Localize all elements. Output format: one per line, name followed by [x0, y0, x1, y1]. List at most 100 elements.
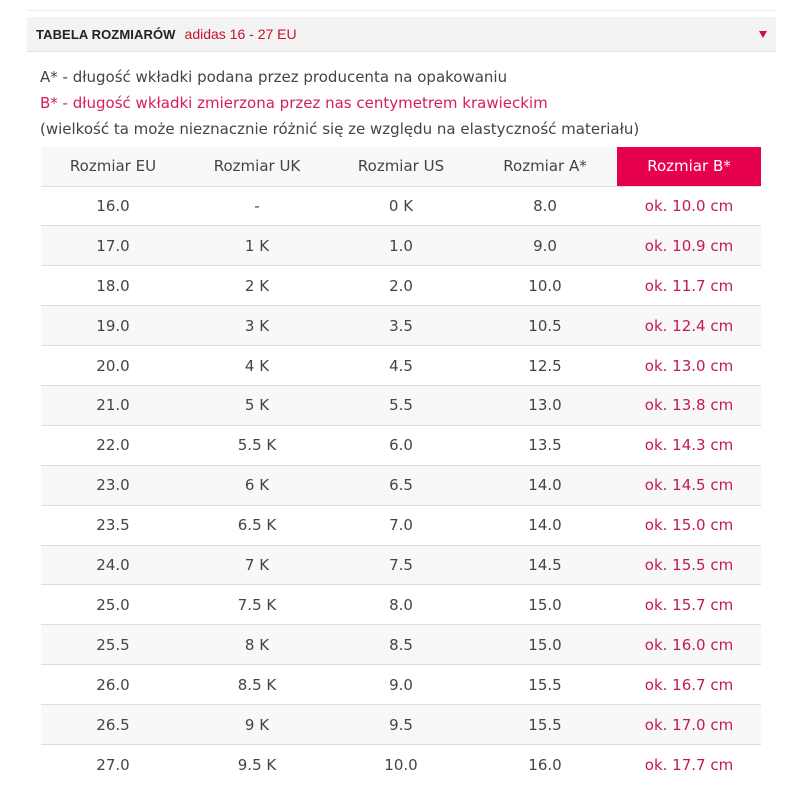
cell-us: 5.5 — [329, 385, 473, 426]
header-us: Rozmiar US — [329, 147, 473, 187]
cell-a: 15.5 — [473, 664, 617, 706]
cell-b: ok. 10.9 cm — [617, 225, 761, 267]
cell-eu: 25.5 — [41, 624, 185, 666]
cell-a: 10.5 — [473, 305, 617, 347]
table-row: 16.0-0 K 8.0 ok. 10.0 cm — [41, 186, 761, 227]
panel-subtitle: adidas 16 - 27 EU — [184, 26, 297, 42]
cell-us: 8.5 — [329, 624, 473, 666]
cell-eu: 22.0 — [41, 425, 185, 466]
cell-b: ok. 13.8 cm — [617, 385, 761, 426]
cell-uk: 6.5 K — [185, 505, 329, 546]
cell-uk: 9 K — [185, 704, 329, 745]
cell-b: ok. 15.7 cm — [617, 584, 761, 626]
note-b: B* - długość wkładki zmierzona przez nas… — [40, 94, 548, 112]
cell-b: ok. 14.5 cm — [617, 465, 761, 506]
cell-eu: 17.0 — [41, 225, 185, 267]
cell-uk: 3 K — [185, 305, 329, 347]
cell-eu: 23.5 — [41, 505, 185, 546]
header-eu: Rozmiar EU — [41, 147, 185, 187]
cell-us: 7.5 — [329, 545, 473, 586]
note-disclaimer: (wielkość ta może nieznacznie różnić się… — [40, 120, 640, 138]
cell-us: 1.0 — [329, 225, 473, 267]
cell-a: 14.0 — [473, 505, 617, 546]
table-row: 17.0 1 K 1.0 9.0 ok. 10.9 cm — [41, 225, 761, 267]
cell-uk: 5.5 K — [185, 425, 329, 466]
cell-eu: 24.0 — [41, 545, 185, 586]
table-header-row: Rozmiar EU Rozmiar UK Rozmiar US Rozmiar… — [41, 147, 761, 187]
table-row: 24.0 7 K 7.5 14.5 ok. 15.5 cm — [41, 545, 761, 586]
cell-b: ok. 16.7 cm — [617, 664, 761, 706]
cell-b: ok. 10.0 cm — [617, 186, 761, 227]
header-b: Rozmiar B* — [617, 147, 761, 187]
cell-us: 4.5 — [329, 345, 473, 386]
cell-a: 15.0 — [473, 584, 617, 626]
cell-b: ok. 15.0 cm — [617, 505, 761, 546]
cell-uk: 5 K — [185, 385, 329, 426]
cell-uk: 8 K — [185, 624, 329, 666]
cell-uk: 9.5 K — [237, 755, 277, 774]
cell-a: 16.0 — [528, 755, 562, 774]
cell-us: 2.0 — [329, 265, 473, 307]
cell-eu: 23.0 — [41, 465, 185, 506]
cell-eu: 16.0 — [41, 186, 185, 227]
cell-us: 9.0 — [329, 664, 473, 706]
cell-us: 3.5 — [329, 305, 473, 347]
note-a: A* - długość wkładki podana przez produc… — [40, 68, 508, 86]
cell-b: ok. 13.0 cm — [617, 345, 761, 386]
table-row: 25.5 8 K 8.5 15.0 ok. 16.0 cm — [41, 624, 761, 666]
table-row: 25.0 7.5 K 8.0 15.0 ok. 15.7 cm — [41, 584, 761, 626]
cell-uk: 7 K — [185, 545, 329, 586]
table-row: 22.0 5.5 K 6.0 13.5 ok. 14.3 cm — [41, 425, 761, 466]
cell-uk: - — [185, 186, 329, 227]
cell-us: 7.0 — [329, 505, 473, 546]
cell-a: 14.0 — [473, 465, 617, 506]
table-row: 20.0 4 K 4.5 12.5 ok. 13.0 cm — [41, 345, 761, 386]
size-notes: A* - długość wkładki podana przez produc… — [40, 64, 780, 142]
cell-b: ok. 15.5 cm — [617, 545, 761, 586]
table-row: 21.0 5 K 5.5 13.0 ok. 13.8 cm — [41, 385, 761, 426]
cell-a: 15.5 — [473, 704, 617, 745]
cell-a: 8.0 — [473, 186, 617, 227]
cell-b: ok. 17.7 cm — [644, 755, 734, 774]
cell-us: 9.5 — [329, 704, 473, 745]
cell-uk: 2 K — [185, 265, 329, 307]
cell-eu: 19.0 — [41, 305, 185, 347]
table-row: 27.0 9.5 K 10.0 16.0 ok. 17.7 cm — [41, 744, 761, 784]
size-table: Rozmiar EU Rozmiar UK Rozmiar US Rozmiar… — [41, 147, 761, 784]
top-divider — [27, 10, 776, 11]
cell-eu: 21.0 — [41, 385, 185, 426]
cell-us: 6.5 — [329, 465, 473, 506]
panel-title: TABELA ROZMIARÓW — [36, 26, 176, 42]
triangle-down-icon[interactable] — [759, 31, 767, 38]
cell-eu: 26.0 — [41, 664, 185, 706]
cell-eu: 18.0 — [41, 265, 185, 307]
cell-us: 10.0 — [384, 755, 418, 774]
cell-us: 0 K — [329, 186, 473, 227]
cell-uk: 8.5 K — [185, 664, 329, 706]
cell-a: 15.0 — [473, 624, 617, 666]
cell-b: ok. 12.4 cm — [617, 305, 761, 347]
cell-a: 14.5 — [473, 545, 617, 586]
cell-uk: 7.5 K — [185, 584, 329, 626]
table-row: 18.0 2 K 2.0 10.0 ok. 11.7 cm — [41, 265, 761, 307]
cell-b: ok. 14.3 cm — [617, 425, 761, 466]
header-a: Rozmiar A* — [473, 147, 617, 187]
cell-b: ok. 17.0 cm — [617, 704, 761, 745]
cell-uk: 6 K — [185, 465, 329, 506]
table-row: 23.0 6 K 6.5 14.0 ok. 14.5 cm — [41, 465, 761, 506]
cell-us: 8.0 — [329, 584, 473, 626]
cell-a: 12.5 — [473, 345, 617, 386]
cell-eu: 27.0 — [96, 755, 130, 774]
size-chart-panel-header[interactable]: TABELA ROZMIARÓW adidas 16 - 27 EU — [27, 17, 776, 52]
cell-uk: 1 K — [185, 225, 329, 267]
cell-us: 6.0 — [329, 425, 473, 466]
table-row: 26.5 9 K 9.5 15.5 ok. 17.0 cm — [41, 704, 761, 745]
header-uk: Rozmiar UK — [185, 147, 329, 187]
cell-eu: 20.0 — [41, 345, 185, 386]
cell-a: 13.0 — [473, 385, 617, 426]
cell-a: 10.0 — [473, 265, 617, 307]
cell-a: 13.5 — [473, 425, 617, 466]
cell-uk: 4 K — [185, 345, 329, 386]
table-row: 23.5 6.5 K 7.0 14.0 ok. 15.0 cm — [41, 505, 761, 546]
cell-b: ok. 16.0 cm — [617, 624, 761, 666]
